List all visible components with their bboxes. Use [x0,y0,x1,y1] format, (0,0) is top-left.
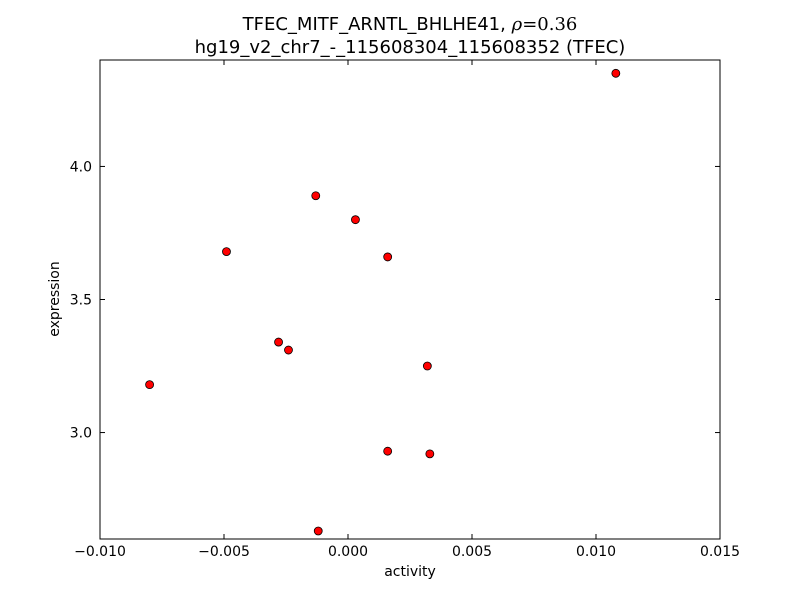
chart-title: TFEC_MITF_ARNTL_BHLHE41, ρ=0.36 [242,14,578,35]
data-point [313,526,323,536]
data-point [274,337,283,347]
data-point [383,252,393,262]
data-point [611,68,621,78]
chart-title-rho-symbol: ρ [511,14,523,35]
y-tick-label: 3.0 [70,426,92,442]
data-point [222,247,231,257]
y-tick-label: 3.5 [70,293,92,309]
chart-title-rho-value: =0.36 [522,14,577,35]
axis-ticks: −0.010 −0.005 0.000 0.005 0.010 0.015 3.0 3.5 4.… [70,60,740,560]
plot-marks [145,68,621,536]
x-tick-label: 0.005 [452,544,492,560]
y-axis-label: expression [47,261,63,337]
data-point [351,215,360,225]
data-point [284,345,293,355]
x-tick-label: −0.010 [74,544,126,560]
data-point [311,191,321,201]
data-point [422,361,432,371]
chart-subtitle: hg19_v2_chr7_-_115608304_115608352 (TFEC… [195,37,626,58]
x-tick-label: 0.015 [700,544,740,560]
data-point [145,380,155,390]
x-tick-label: 0.010 [576,544,616,560]
plot-frame [99,59,721,540]
data-point [425,449,435,459]
x-axis-label: activity [384,564,436,580]
x-tick-label: −0.005 [198,544,250,560]
x-tick-label: 0.000 [328,544,368,560]
y-tick-label: 4.0 [70,159,92,175]
data-point [383,446,393,456]
chart-title-prefix: TFEC_MITF_ARNTL_BHLHE41, [242,14,512,35]
